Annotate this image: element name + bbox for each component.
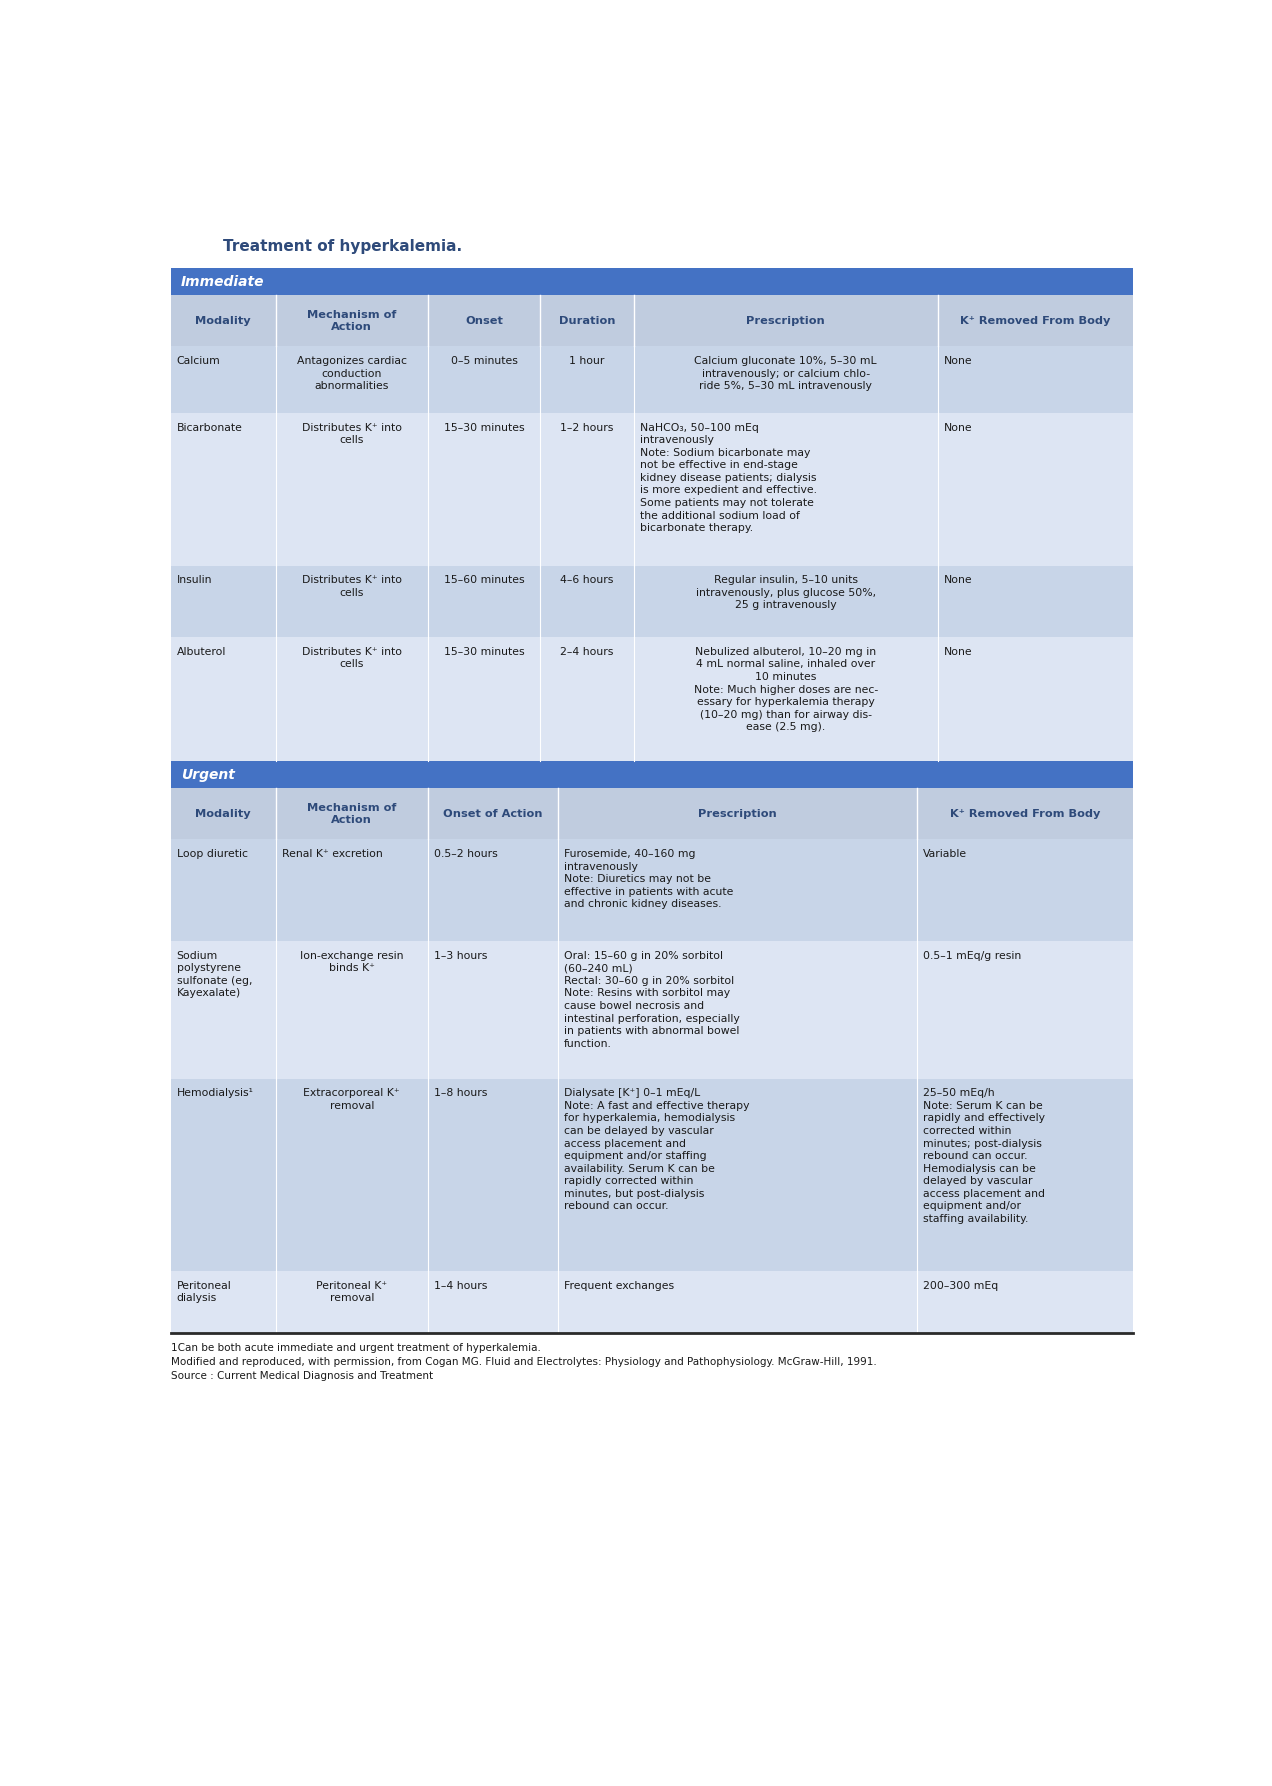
Text: Extracorporeal K⁺
removal: Extracorporeal K⁺ removal (304, 1088, 399, 1111)
Text: Distributes K⁺ into
cells: Distributes K⁺ into cells (301, 647, 402, 670)
Text: Duration: Duration (558, 316, 616, 325)
Text: Variable: Variable (923, 848, 968, 859)
Text: Prescription: Prescription (747, 316, 826, 325)
Text: Frequent exchanges: Frequent exchanges (563, 1281, 674, 1291)
Text: Calcium: Calcium (177, 355, 220, 366)
Text: 25–50 mEq/h
Note: Serum K can be
rapidly and effectively
corrected within
minute: 25–50 mEq/h Note: Serum K can be rapidly… (923, 1088, 1046, 1223)
Text: Ion-exchange resin
binds K⁺: Ion-exchange resin binds K⁺ (300, 950, 403, 973)
Text: None: None (944, 355, 972, 366)
Text: Loop diuretic: Loop diuretic (177, 848, 248, 859)
Bar (170, 413, 1133, 566)
Text: Furosemide, 40–160 mg
intravenously
Note: Diuretics may not be
effective in pati: Furosemide, 40–160 mg intravenously Note… (563, 848, 733, 909)
Text: 1 hour: 1 hour (570, 355, 604, 366)
Text: Dialysate [K⁺] 0–1 mEq/L
Note: A fast and effective therapy
for hyperkalemia, he: Dialysate [K⁺] 0–1 mEq/L Note: A fast an… (563, 1088, 749, 1211)
Bar (170, 566, 1133, 638)
Text: Modality: Modality (196, 809, 251, 820)
Bar (170, 839, 1133, 941)
Text: Oral: 15–60 g in 20% sorbitol
(60–240 mL)
Rectal: 30–60 g in 20% sorbitol
Note: : Oral: 15–60 g in 20% sorbitol (60–240 mL… (563, 950, 739, 1048)
Text: Antagonizes cardiac
conduction
abnormalities: Antagonizes cardiac conduction abnormali… (296, 355, 407, 391)
Bar (170, 1272, 1133, 1332)
Text: None: None (944, 423, 972, 432)
Bar (170, 1079, 1133, 1272)
Text: Nebulized albuterol, 10–20 mg in
4 mL normal saline, inhaled over
10 minutes
Not: Nebulized albuterol, 10–20 mg in 4 mL no… (693, 647, 878, 732)
Text: 0.5–2 hours: 0.5–2 hours (434, 848, 497, 859)
Text: Distributes K⁺ into
cells: Distributes K⁺ into cells (301, 575, 402, 598)
Text: Onset of Action: Onset of Action (443, 809, 542, 820)
Text: Mechanism of
Action: Mechanism of Action (307, 311, 397, 332)
Text: Albuterol: Albuterol (177, 647, 226, 657)
Text: Regular insulin, 5–10 units
intravenously, plus glucose 50%,
25 g intravenously: Regular insulin, 5–10 units intravenousl… (696, 575, 875, 611)
Text: 200–300 mEq: 200–300 mEq (923, 1281, 999, 1291)
Text: NaHCO₃, 50–100 mEq
intravenously
Note: Sodium bicarbonate may
not be effective i: NaHCO₃, 50–100 mEq intravenously Note: S… (640, 423, 817, 534)
Text: 2–4 hours: 2–4 hours (560, 647, 613, 657)
Text: 15–60 minutes: 15–60 minutes (444, 575, 524, 586)
Text: Bicarbonate: Bicarbonate (177, 423, 243, 432)
Text: 15–30 minutes: 15–30 minutes (444, 423, 524, 432)
Text: K⁺ Removed From Body: K⁺ Removed From Body (960, 316, 1110, 325)
Text: Modality: Modality (196, 316, 251, 325)
Text: Urgent: Urgent (181, 768, 234, 782)
Text: 1–3 hours: 1–3 hours (434, 950, 487, 961)
Text: 4–6 hours: 4–6 hours (560, 575, 613, 586)
Text: 1Can be both acute immediate and urgent treatment of hyperkalemia.
Modified and : 1Can be both acute immediate and urgent … (170, 1343, 876, 1381)
Text: Sodium
polystyrene
sulfonate (eg,
Kayexalate): Sodium polystyrene sulfonate (eg, Kayexa… (177, 950, 252, 998)
Text: Peritoneal
dialysis: Peritoneal dialysis (177, 1281, 232, 1304)
Bar (170, 941, 1133, 1079)
Text: 15–30 minutes: 15–30 minutes (444, 647, 524, 657)
Text: Immediate: Immediate (181, 275, 265, 289)
Text: Hemodialysis¹: Hemodialysis¹ (177, 1088, 253, 1098)
Text: Insulin: Insulin (177, 575, 212, 586)
Bar (170, 268, 1133, 295)
Text: Mechanism of
Action: Mechanism of Action (307, 804, 397, 825)
Text: None: None (944, 575, 972, 586)
Text: 1–8 hours: 1–8 hours (434, 1088, 487, 1098)
Bar (170, 788, 1133, 839)
Text: 0–5 minutes: 0–5 minutes (450, 355, 518, 366)
Text: 0.5–1 mEq/g resin: 0.5–1 mEq/g resin (923, 950, 1021, 961)
Text: Peritoneal K⁺
removal: Peritoneal K⁺ removal (317, 1281, 387, 1304)
Text: Prescription: Prescription (698, 809, 777, 820)
Bar (170, 638, 1133, 761)
Bar (170, 761, 1133, 788)
Text: 1–2 hours: 1–2 hours (560, 423, 613, 432)
Text: Calcium gluconate 10%, 5–30 mL
intravenously; or calcium chlo-
ride 5%, 5–30 mL : Calcium gluconate 10%, 5–30 mL intraveno… (695, 355, 876, 391)
Text: Renal K⁺ excretion: Renal K⁺ excretion (281, 848, 383, 859)
Text: None: None (944, 647, 972, 657)
Text: Treatment of hyperkalemia.: Treatment of hyperkalemia. (223, 239, 462, 254)
Text: K⁺ Removed From Body: K⁺ Removed From Body (950, 809, 1100, 820)
Text: Onset: Onset (466, 316, 502, 325)
Text: Distributes K⁺ into
cells: Distributes K⁺ into cells (301, 423, 402, 445)
Bar (170, 295, 1133, 346)
Bar (170, 346, 1133, 413)
Text: 1–4 hours: 1–4 hours (434, 1281, 487, 1291)
